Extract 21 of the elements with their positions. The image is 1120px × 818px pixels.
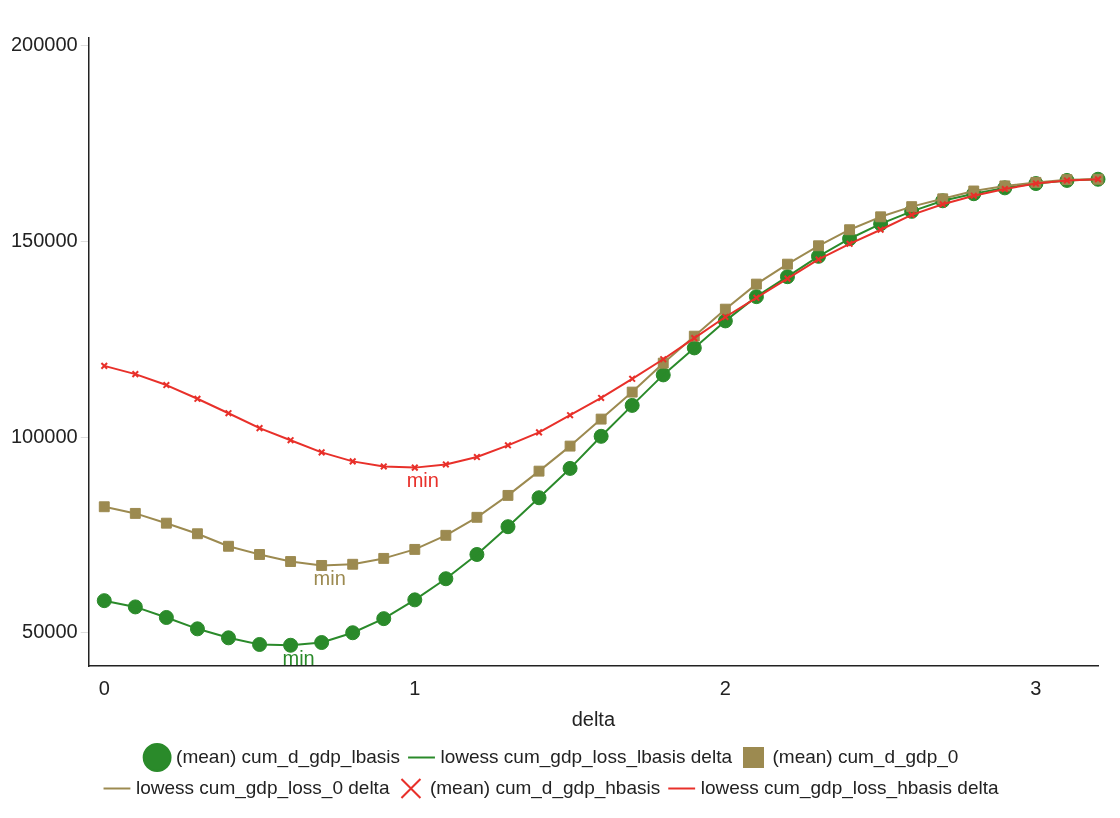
- legend-label: (mean) cum_d_gdp_lbasis: [176, 745, 401, 768]
- point: [593, 428, 609, 444]
- x-axis-title: delta: [571, 707, 616, 730]
- y-tick-label: 200000: [10, 33, 78, 56]
- y-tick-label: 100000: [10, 424, 78, 447]
- legend-label: (mean) cum_d_gdp_hbasis: [429, 776, 661, 799]
- annotation: min: [313, 566, 346, 589]
- y-tick-label: 150000: [10, 228, 78, 251]
- point: [98, 501, 110, 513]
- point: [96, 593, 112, 609]
- x-tick-label: 0: [98, 676, 110, 699]
- legend-label: lowess cum_gdp_loss_0 delta: [135, 776, 390, 799]
- y-tick-label: 50000: [22, 620, 78, 643]
- x-tick-label: 2: [719, 676, 731, 699]
- x-tick-label: 1: [409, 676, 421, 699]
- legend-label: lowess cum_gdp_loss_hbasis delta: [700, 776, 999, 799]
- legend-label: (mean) cum_d_gdp_0: [772, 745, 959, 768]
- legend-label: lowess cum_gdp_loss_lbasis delta: [440, 745, 733, 768]
- annotation: min: [406, 469, 439, 492]
- x-tick-label: 3: [1030, 676, 1042, 699]
- annotation: min: [282, 646, 315, 669]
